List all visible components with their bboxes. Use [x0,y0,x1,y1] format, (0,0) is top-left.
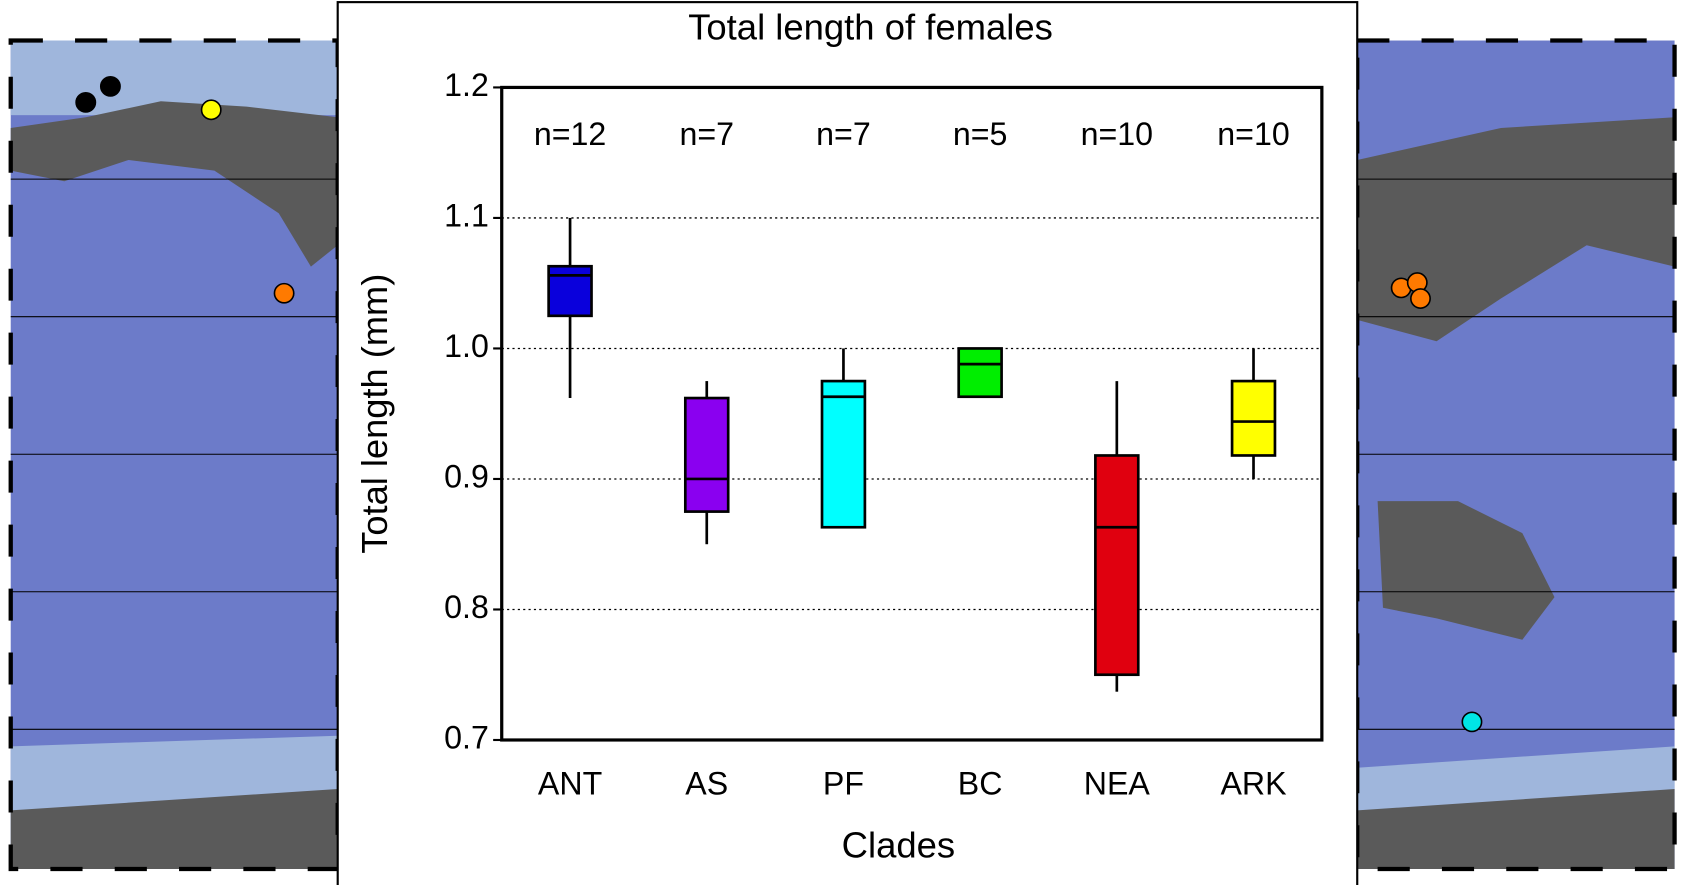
n-label: n=7 [679,116,734,152]
y-tick-label: 0.7 [444,720,489,756]
x-tick-label: BC [958,765,1003,801]
x-tick-label: ARK [1220,765,1287,801]
box [959,348,1002,396]
x-tick-label: AS [685,765,728,801]
y-tick-label: 1.0 [444,328,489,364]
box [822,381,865,527]
y-axis-label: Total length (mm) [354,274,395,554]
x-tick-label: ANT [538,765,602,801]
x-tick-label: PF [823,765,864,801]
n-label: n=12 [534,116,606,152]
chart-title: Total length of females [688,7,1053,48]
y-tick-label: 1.2 [444,67,489,103]
page: {"chart_data": {"type": "box", "title": … [0,0,1681,885]
n-label: n=5 [953,116,1008,152]
y-tick-label: 0.8 [444,589,489,625]
box [1095,455,1138,674]
x-axis-label: Clades [842,824,955,865]
x-tick-label: NEA [1084,765,1151,801]
n-label: n=10 [1217,116,1289,152]
box [685,398,728,512]
n-label: n=7 [816,116,871,152]
figure: Total length of females Clades Total len… [0,0,1681,885]
y-tick-label: 0.9 [444,458,489,494]
n-label: n=10 [1081,116,1153,152]
box [1232,381,1275,455]
box [549,266,592,316]
y-tick-label: 1.1 [444,197,489,233]
